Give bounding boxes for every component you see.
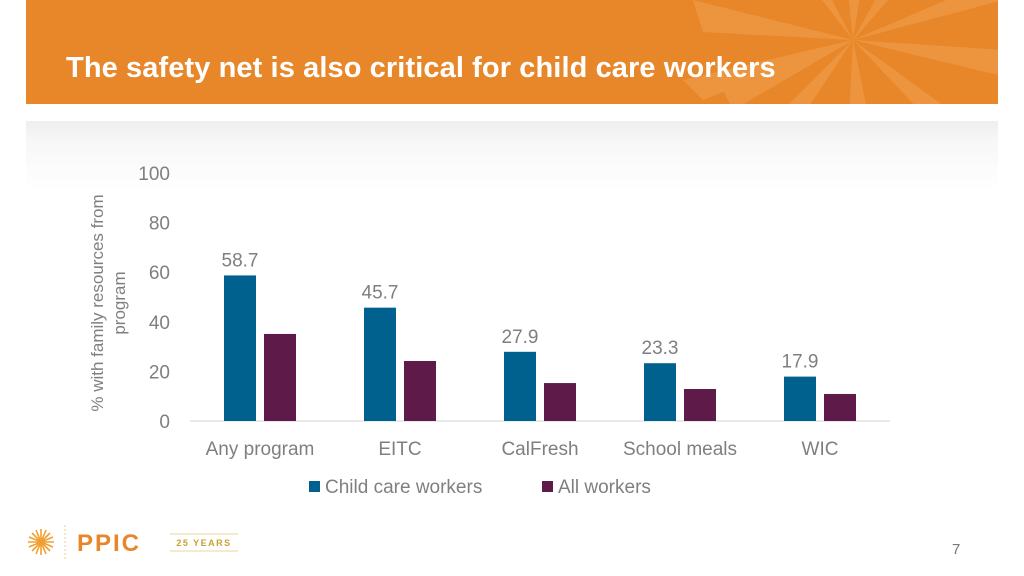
x-tick-label: WIC: [802, 439, 839, 460]
ppic-logo: PPIC 25 YEARS: [26, 522, 246, 567]
bar-child-care-workers: [644, 363, 676, 421]
bar-child-care-workers: [224, 275, 256, 421]
y-tick-label: 80: [149, 214, 170, 235]
slide-header: The safety net is also critical for chil…: [26, 0, 998, 104]
bar-child-care-workers: [784, 376, 816, 421]
y-tick-label: 20: [149, 362, 170, 383]
y-tick-label: 0: [159, 412, 170, 433]
x-tick-label: Any program: [206, 439, 315, 460]
bar-all-workers: [404, 360, 436, 421]
ppic-wordmark: PPIC: [77, 530, 141, 557]
legend-swatch: [309, 481, 320, 492]
data-label: 58.7: [222, 250, 259, 271]
y-tick-label: 40: [149, 313, 170, 334]
x-tick-label: EITC: [378, 439, 421, 460]
legend-swatch: [542, 481, 553, 492]
bar-all-workers: [824, 393, 856, 421]
slide-title: The safety net is also critical for chil…: [66, 52, 776, 84]
page-number: 7: [952, 541, 961, 558]
y-tick-label: 100: [138, 164, 170, 185]
legend-label: All workers: [558, 477, 651, 498]
legend: Child care workers All workers: [309, 477, 651, 498]
data-label: 27.9: [502, 327, 539, 348]
bar-all-workers: [264, 333, 296, 421]
y-axis-title-line: program: [110, 271, 129, 334]
ppic-sunburst-icon: [28, 529, 54, 555]
sunburst-decoration-icon: [683, 0, 998, 104]
data-label: 45.7: [362, 283, 399, 304]
x-tick-label: School meals: [623, 439, 737, 460]
legend-label: Child care workers: [325, 477, 482, 498]
bar-all-workers: [684, 389, 716, 421]
y-axis-title: % with family resources from program: [88, 194, 129, 411]
anniversary-badge: 25 YEARS: [176, 538, 231, 548]
y-tick-label: 60: [149, 263, 170, 284]
x-tick-label: CalFresh: [501, 439, 578, 460]
y-axis-title-line: % with family resources from: [88, 194, 107, 411]
bar-all-workers: [544, 383, 576, 421]
chart-panel: [26, 121, 998, 501]
data-label: 17.9: [782, 352, 819, 373]
bar-child-care-workers: [364, 307, 396, 421]
data-label: 23.3: [642, 338, 679, 359]
bar-child-care-workers: [504, 351, 536, 421]
